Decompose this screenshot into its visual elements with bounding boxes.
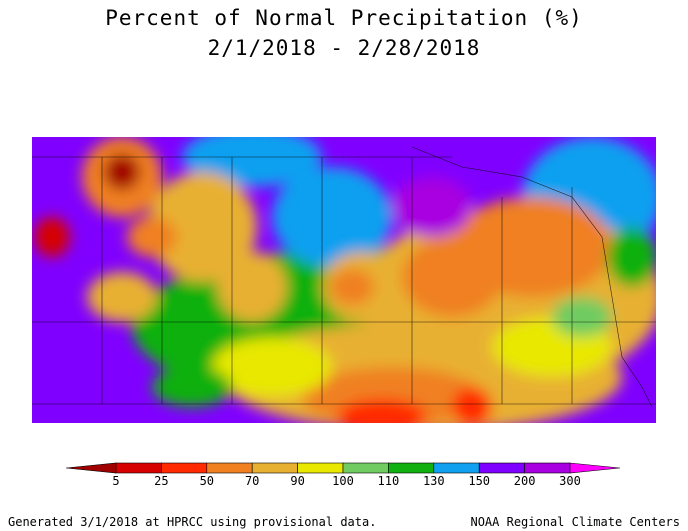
legend-swatch — [206, 462, 253, 474]
legend-swatch — [297, 462, 344, 474]
legend-swatch — [569, 462, 620, 474]
legend-label: 100 — [332, 474, 354, 488]
legend-label: 150 — [468, 474, 491, 488]
legend-swatch — [478, 462, 525, 474]
legend-label: 130 — [422, 474, 445, 488]
legend-swatch — [433, 462, 480, 474]
generated-note: Generated 3/1/2018 at HPRCC using provis… — [8, 515, 377, 529]
map-date-range: 2/1/2018 - 2/28/2018 — [207, 36, 481, 60]
legend-label: 200 — [513, 474, 536, 488]
precipitation-map — [32, 137, 656, 423]
legend-label: 25 — [154, 474, 169, 488]
legend-swatch — [388, 462, 435, 474]
source-credit: NOAA Regional Climate Centers — [470, 515, 680, 529]
color-legend — [66, 462, 620, 474]
legend-label: 110 — [377, 474, 400, 488]
legend-swatch — [524, 462, 571, 474]
legend-label: 300 — [559, 474, 581, 488]
legend-swatch — [66, 462, 117, 474]
legend-label: 90 — [290, 474, 305, 488]
map-title: Percent of Normal Precipitation (%) — [105, 6, 583, 30]
legend-label: 50 — [199, 474, 215, 488]
legend-swatch — [161, 462, 208, 474]
legend-swatch — [342, 462, 389, 474]
legend-label: 5 — [112, 474, 120, 488]
legend-swatch — [251, 462, 298, 474]
legend-label: 70 — [244, 474, 260, 488]
legend-swatch — [115, 462, 162, 474]
